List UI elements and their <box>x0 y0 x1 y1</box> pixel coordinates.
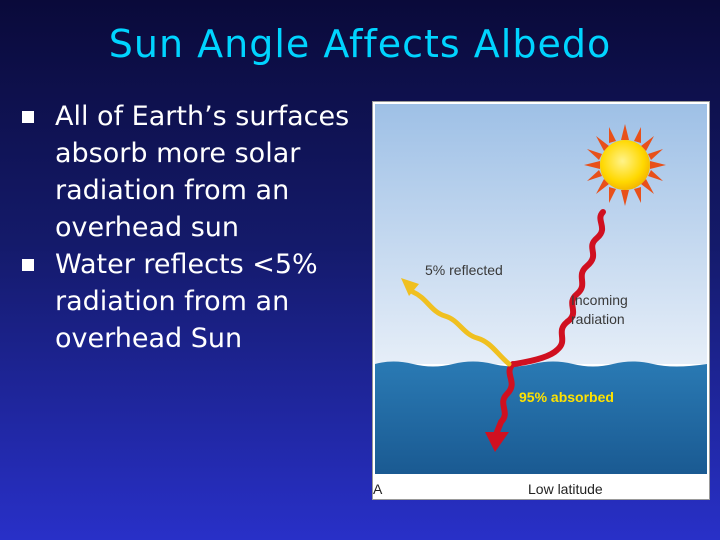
reflected-arrowhead <box>401 278 419 296</box>
bullet-item: Water reflects <5% radiation from an ove… <box>22 246 362 357</box>
bullet-item: All of Earth’s surfaces absorb more sola… <box>22 98 362 246</box>
sky <box>375 104 707 364</box>
reflected-ray <box>401 278 512 367</box>
water-surface <box>375 361 707 474</box>
bullet-text: Water reflects <5% radiation from an ove… <box>55 249 318 354</box>
incoming-label-line1: Incoming <box>571 292 628 308</box>
reflected-label: 5% reflected <box>425 262 503 278</box>
albedo-figure: 5% reflected Incoming radiation 95% abso… <box>372 101 710 500</box>
albedo-diagram: 5% reflected Incoming radiation 95% abso… <box>373 104 707 497</box>
bullet-list: All of Earth’s surfaces absorb more sola… <box>22 98 362 357</box>
incoming-label-line2: radiation <box>571 311 625 327</box>
slide-title: Sun Angle Affects Albedo <box>108 22 612 66</box>
bullet-square-icon <box>22 111 34 123</box>
panel-letter: A <box>373 481 383 497</box>
absorbed-label: 95% absorbed <box>519 389 614 405</box>
figure-caption: Low latitude <box>528 481 603 497</box>
caption-strip <box>375 474 707 497</box>
bullet-square-icon <box>22 259 34 271</box>
absorbed-ray <box>485 361 516 452</box>
incoming-ray <box>511 209 606 367</box>
absorbed-arrowhead <box>485 432 509 452</box>
bullet-text: All of Earth’s surfaces absorb more sola… <box>55 101 350 243</box>
sun-icon <box>584 124 666 206</box>
